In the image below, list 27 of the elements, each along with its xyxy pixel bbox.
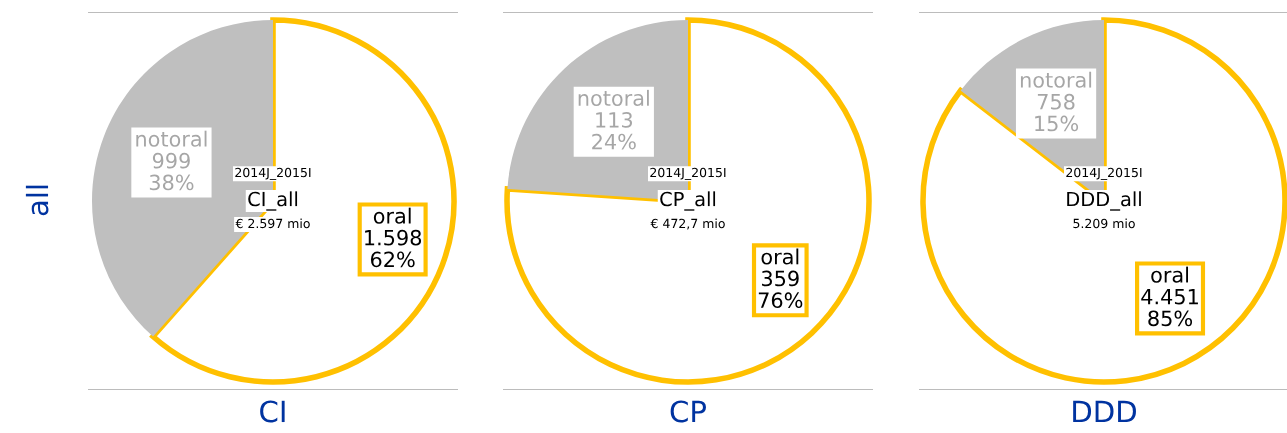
text: 2014J_2015I — [1066, 167, 1142, 180]
text: 2014J_2015I — [650, 167, 726, 180]
text: CI_all — [248, 191, 298, 211]
slice-label: oral — [761, 248, 799, 265]
text: € 2.597 mio — [235, 218, 310, 229]
slice-label: notoral — [136, 130, 207, 147]
data-label: 758 15% — [1035, 93, 1079, 132]
slice-label: notoral — [578, 89, 649, 106]
text: CI — [260, 400, 285, 423]
data-label: 4.451 85% — [1141, 289, 1198, 327]
data-label: 999 38% — [149, 152, 194, 191]
text: DDD — [1073, 400, 1136, 423]
data-label: 359 76% — [758, 270, 803, 309]
text: all — [25, 185, 49, 216]
text: CP — [670, 400, 706, 423]
data-label: 113 24% — [592, 111, 636, 150]
text: CP_all — [660, 191, 716, 211]
slice-label: notoral — [1020, 71, 1092, 88]
pie-slice — [920, 17, 1287, 385]
data-label: 1.598 62% — [365, 229, 422, 268]
slice-label: oral — [373, 207, 411, 224]
text: 5.209 mio — [1073, 218, 1135, 229]
text: 2014J_2015I — [235, 167, 311, 180]
slice-label: oral — [1151, 266, 1189, 283]
text: € 472,7 mio — [650, 218, 725, 230]
pie-slice — [504, 17, 872, 385]
text: DDD_all — [1067, 191, 1141, 211]
